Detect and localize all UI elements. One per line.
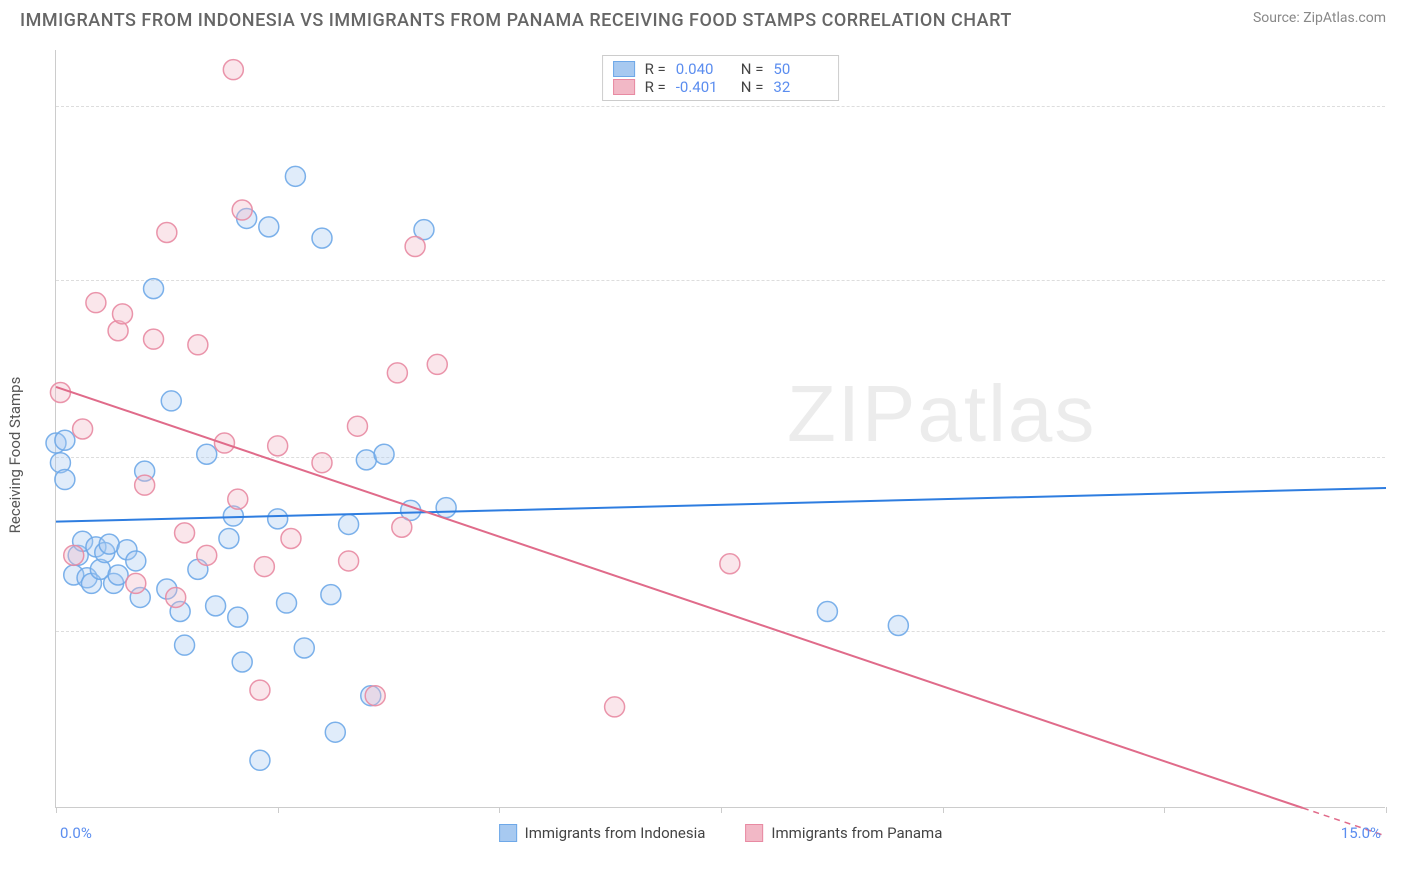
data-point bbox=[720, 554, 740, 574]
data-point bbox=[50, 383, 70, 403]
data-point bbox=[427, 354, 447, 374]
x-tick bbox=[1164, 807, 1165, 813]
legend-swatch bbox=[499, 824, 517, 842]
data-point bbox=[392, 517, 412, 537]
n-label: N = bbox=[741, 78, 764, 96]
data-point bbox=[339, 551, 359, 571]
chart-area: ZIPatlas 6.3%12.5%18.8%25.0% R =0.040N =… bbox=[55, 50, 1385, 808]
data-point bbox=[166, 587, 186, 607]
data-point bbox=[365, 686, 385, 706]
data-point bbox=[55, 470, 75, 490]
x-tick bbox=[943, 807, 944, 813]
chart-title: IMMIGRANTS FROM INDONESIA VS IMMIGRANTS … bbox=[20, 10, 1012, 31]
data-point bbox=[817, 601, 837, 621]
data-point bbox=[73, 419, 93, 439]
data-point bbox=[188, 335, 208, 355]
y-tick-label: 6.3% bbox=[1392, 623, 1406, 641]
n-label: N = bbox=[741, 60, 764, 78]
legend-swatch bbox=[613, 61, 635, 77]
data-point bbox=[250, 750, 270, 770]
data-point bbox=[232, 200, 252, 220]
data-point bbox=[387, 363, 407, 383]
data-point bbox=[268, 509, 288, 529]
n-value: 50 bbox=[773, 60, 828, 78]
data-point bbox=[144, 329, 164, 349]
data-point bbox=[250, 680, 270, 700]
x-tick bbox=[278, 807, 279, 813]
y-tick-label: 12.5% bbox=[1392, 449, 1406, 467]
data-point bbox=[285, 166, 305, 186]
r-label: R = bbox=[645, 60, 666, 78]
data-point bbox=[888, 616, 908, 636]
legend-item: Immigrants from Indonesia bbox=[499, 824, 706, 842]
data-point bbox=[126, 573, 146, 593]
r-label: R = bbox=[645, 78, 666, 96]
data-point bbox=[219, 528, 239, 548]
data-point bbox=[232, 652, 252, 672]
legend-swatch bbox=[613, 79, 635, 95]
data-point bbox=[605, 697, 625, 717]
data-point bbox=[254, 557, 274, 577]
y-tick-label: 25.0% bbox=[1392, 98, 1406, 116]
data-point bbox=[64, 545, 84, 565]
data-point bbox=[321, 585, 341, 605]
data-point bbox=[223, 60, 243, 80]
data-point bbox=[339, 514, 359, 534]
data-point bbox=[113, 304, 133, 324]
x-min-label: 0.0% bbox=[60, 824, 92, 842]
data-point bbox=[55, 430, 75, 450]
n-value: 32 bbox=[773, 78, 828, 96]
data-point bbox=[356, 450, 376, 470]
data-point bbox=[206, 596, 226, 616]
data-point bbox=[175, 635, 195, 655]
data-point bbox=[144, 279, 164, 299]
data-point bbox=[108, 565, 128, 585]
data-point bbox=[126, 551, 146, 571]
data-point bbox=[374, 444, 394, 464]
data-point bbox=[157, 222, 177, 242]
x-tick bbox=[1386, 807, 1387, 813]
data-point bbox=[436, 498, 456, 518]
data-point bbox=[197, 444, 217, 464]
data-point bbox=[405, 237, 425, 257]
r-value: -0.401 bbox=[676, 78, 731, 96]
source-label: Source: ZipAtlas.com bbox=[1253, 10, 1386, 26]
regression-line bbox=[56, 387, 1303, 808]
legend-label: Immigrants from Indonesia bbox=[525, 824, 706, 842]
regression-line bbox=[56, 488, 1386, 522]
x-tick bbox=[721, 807, 722, 813]
data-point bbox=[99, 534, 119, 554]
legend-label: Immigrants from Panama bbox=[771, 824, 942, 842]
y-axis-title: Receiving Food Stamps bbox=[6, 377, 24, 534]
x-max-label: 15.0% bbox=[1341, 824, 1381, 842]
data-point bbox=[281, 528, 301, 548]
legend-row: R = 0.040 N = 50 bbox=[613, 60, 829, 78]
data-point bbox=[228, 607, 248, 627]
correlation-legend: R = 0.040 N = 50 R = -0.401 N = 32 bbox=[602, 55, 840, 101]
data-point bbox=[86, 293, 106, 313]
legend-item: Immigrants from Panama bbox=[745, 824, 942, 842]
x-tick bbox=[499, 807, 500, 813]
data-point bbox=[268, 436, 288, 456]
y-tick-label: 18.8% bbox=[1392, 272, 1406, 290]
series-legend: Immigrants from Indonesia Immigrants from… bbox=[499, 824, 943, 842]
data-point bbox=[294, 638, 314, 658]
data-point bbox=[175, 523, 195, 543]
data-point bbox=[259, 217, 279, 237]
data-point bbox=[135, 475, 155, 495]
data-point bbox=[277, 593, 297, 613]
data-point bbox=[312, 453, 332, 473]
data-point bbox=[228, 489, 248, 509]
x-tick bbox=[56, 807, 57, 813]
r-value: 0.040 bbox=[676, 60, 731, 78]
data-point bbox=[197, 545, 217, 565]
data-point bbox=[347, 416, 367, 436]
data-point bbox=[312, 228, 332, 248]
legend-swatch bbox=[745, 824, 763, 842]
plot-svg bbox=[56, 50, 1385, 807]
legend-row: R = -0.401 N = 32 bbox=[613, 78, 829, 96]
data-point bbox=[161, 391, 181, 411]
data-point bbox=[325, 722, 345, 742]
